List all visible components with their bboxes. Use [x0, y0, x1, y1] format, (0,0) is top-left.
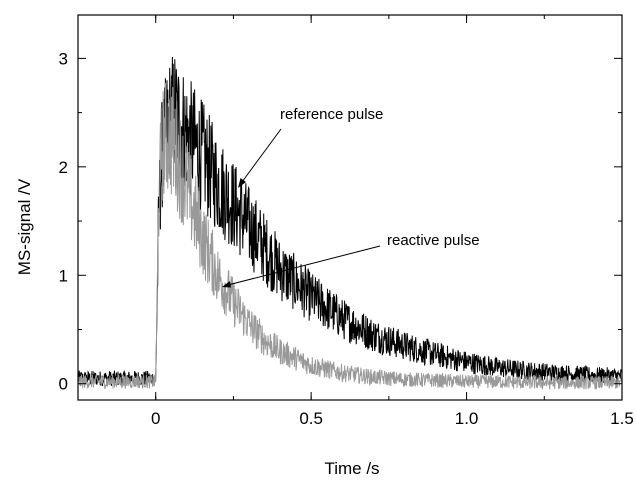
y-tick-label: 2 — [59, 158, 68, 177]
annotation-reference-arrow-line — [241, 128, 282, 183]
annotation-reactive-pulse: reactive pulse — [387, 232, 480, 249]
x-axis-title: Time /s — [324, 459, 379, 478]
y-axis-title: MS-signal /V — [15, 178, 34, 275]
annotation-reference-pulse: reference pulse — [280, 106, 383, 123]
annotation-reactive-arrow-line — [227, 245, 381, 286]
x-tick-label: 0.5 — [299, 409, 323, 428]
y-tick-label: 0 — [59, 375, 68, 394]
y-tick-label: 1 — [59, 266, 68, 285]
plot-frame — [77, 14, 623, 401]
x-tick-label: 1.0 — [455, 409, 479, 428]
tick-layer: 0 0.5 1.0 1.5 0 1 2 3 — [59, 15, 634, 428]
series-line-reactive-pulse — [77, 82, 623, 391]
x-tick-label: 1.5 — [610, 409, 634, 428]
trace-layer — [77, 56, 623, 391]
x-tick-label: 0 — [151, 409, 160, 428]
y-tick-label: 3 — [59, 49, 68, 68]
annotation-reactive-arrow-head — [222, 281, 231, 288]
annotation-reference-arrow-head — [238, 178, 246, 188]
